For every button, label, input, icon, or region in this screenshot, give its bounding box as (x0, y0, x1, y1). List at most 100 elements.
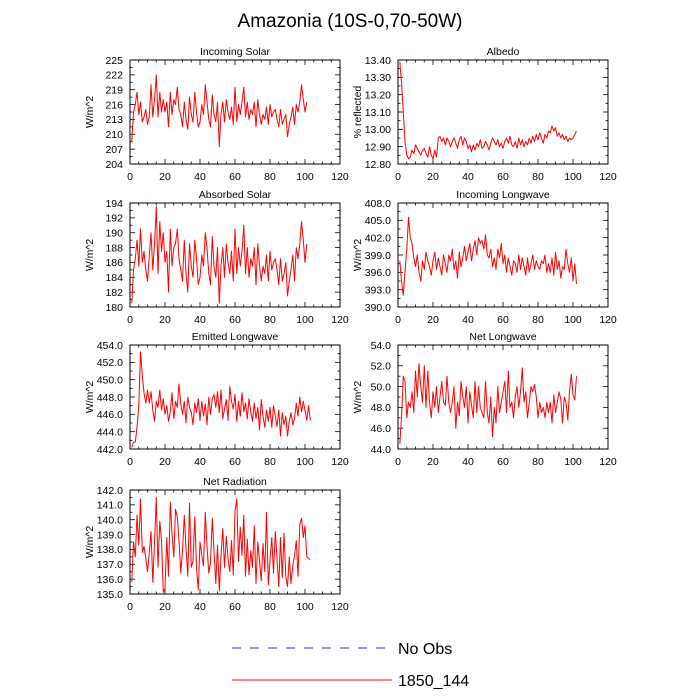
y-tick-label: 402.0 (365, 232, 391, 244)
panel-title-absorbed-solar: Absorbed Solar (199, 189, 272, 201)
y-axis-label-emitted-longwave: W/m^2 (84, 381, 96, 414)
x-tick-label: 120 (599, 171, 617, 183)
series-line-1850-144-emitted-longwave (131, 351, 311, 448)
x-tick-label: 0 (127, 314, 133, 326)
x-tick-label: 0 (395, 171, 401, 183)
x-tick-label: 40 (194, 171, 206, 183)
y-tick-label: 12.90 (365, 141, 391, 153)
y-tick-label: 13.30 (365, 72, 391, 84)
y-tick-label: 450.0 (97, 374, 123, 386)
y-tick-label: 186 (105, 257, 123, 269)
y-tick-label: 141.0 (97, 500, 123, 512)
y-tick-label: 139.0 (97, 529, 123, 541)
y-tick-label: 219 (105, 85, 123, 97)
x-tick-label: 0 (395, 456, 401, 468)
x-tick-label: 20 (427, 314, 439, 326)
y-tick-label: 408.0 (365, 198, 391, 210)
x-tick-label: 20 (159, 314, 171, 326)
y-tick-label: 136.0 (97, 574, 123, 586)
y-tick-label: 213 (105, 114, 123, 126)
plot-frame-incoming-longwave (397, 202, 609, 308)
panel-title-incoming-longwave: Incoming Longwave (456, 189, 550, 201)
y-tick-label: 393.0 (365, 284, 391, 296)
y-tick-label: 44.0 (371, 444, 392, 456)
x-tick-label: 80 (264, 601, 276, 613)
series-line-1850-144-net-radiation (131, 496, 311, 593)
y-tick-label: 225 (105, 55, 123, 67)
y-tick-label: 442.0 (97, 444, 123, 456)
x-tick-label: 0 (127, 456, 133, 468)
x-tick-label: 120 (599, 456, 617, 468)
y-tick-label: 142.0 (97, 485, 123, 497)
y-tick-label: 399.0 (365, 250, 391, 262)
x-tick-label: 80 (532, 171, 544, 183)
x-tick-label: 120 (331, 456, 349, 468)
x-tick-label: 40 (194, 456, 206, 468)
panel-title-incoming-solar: Incoming Solar (200, 46, 271, 58)
y-tick-label: 50.0 (371, 381, 392, 393)
panel-title-net-longwave: Net Longwave (469, 331, 536, 343)
figure-title: Amazonia (10S-0,70-50W) (238, 11, 463, 32)
x-tick-label: 20 (159, 456, 171, 468)
y-tick-label: 13.10 (365, 107, 391, 119)
panel-title-net-radiation: Net Radiation (203, 476, 267, 488)
x-tick-label: 100 (564, 456, 582, 468)
y-axis-label-incoming-solar: W/m^2 (84, 96, 96, 129)
legend-1850-144-label: 1850_144 (398, 673, 469, 690)
y-tick-label: 13.00 (365, 124, 391, 136)
series-line-1850-144-incoming-longwave (399, 216, 577, 296)
y-tick-label: 446.0 (97, 409, 123, 421)
y-tick-label: 182 (105, 287, 123, 299)
panel-absorbed-solar: Absorbed Solar W/m^2 0 20 40 60 80 100 120 180 182… (84, 189, 349, 326)
x-tick-label: 60 (229, 601, 241, 613)
y-tick-label: 13.20 (365, 89, 391, 101)
y-axis-label-absorbed-solar: W/m^2 (84, 239, 96, 272)
x-tick-label: 40 (194, 314, 206, 326)
x-tick-label: 0 (127, 601, 133, 613)
y-axis-label-albedo: % reflected (352, 86, 364, 139)
x-tick-label: 80 (264, 456, 276, 468)
y-tick-label: 13.40 (365, 55, 391, 67)
x-tick-label: 120 (331, 314, 349, 326)
y-tick-label: 444.0 (97, 426, 123, 438)
x-tick-label: 40 (194, 601, 206, 613)
x-tick-label: 40 (462, 456, 474, 468)
y-tick-label: 194 (105, 198, 123, 210)
panel-title-albedo: Albedo (487, 46, 520, 58)
y-tick-label: 184 (105, 272, 123, 284)
x-tick-label: 80 (264, 314, 276, 326)
y-tick-label: 46.0 (371, 423, 392, 435)
y-tick-label: 207 (105, 144, 123, 156)
x-tick-label: 20 (427, 456, 439, 468)
y-tick-label: 52.0 (371, 361, 392, 373)
x-tick-label: 60 (229, 456, 241, 468)
y-tick-label: 48.0 (371, 402, 392, 414)
x-tick-label: 60 (229, 314, 241, 326)
y-tick-label: 138.0 (97, 544, 123, 556)
panel-net-longwave: Net Longwave W/m^2 0 20 40 60 80 100 120 44.0 46.0… (352, 331, 617, 468)
x-tick-label: 20 (427, 171, 439, 183)
y-tick-label: 216 (105, 99, 123, 111)
y-axis-label-net-longwave: W/m^2 (352, 381, 364, 414)
x-tick-label: 20 (159, 171, 171, 183)
series-line-1850-144-incoming-solar (131, 74, 308, 148)
x-tick-label: 60 (497, 456, 509, 468)
y-tick-label: 188 (105, 242, 123, 254)
x-tick-label: 60 (229, 171, 241, 183)
panel-albedo: Albedo % reflected 0 20 40 60 80 100 120 12.80 12.… (352, 46, 617, 183)
plot-frame-absorbed-solar (129, 202, 341, 308)
y-tick-label: 54.0 (371, 340, 392, 352)
y-tick-label: 137.0 (97, 559, 123, 571)
y-axis-label-incoming-longwave: W/m^2 (352, 239, 364, 272)
legend-no-obs-label: No Obs (398, 641, 452, 658)
x-tick-label: 80 (532, 314, 544, 326)
x-tick-label: 120 (599, 314, 617, 326)
y-tick-label: 396.0 (365, 267, 391, 279)
panels-group: Incoming Solar W/m^2 0 20 40 60 80 100 120 204 207… (84, 46, 617, 613)
y-tick-label: 454.0 (97, 340, 123, 352)
y-tick-label: 405.0 (365, 215, 391, 227)
y-tick-label: 204 (105, 159, 123, 171)
y-tick-label: 448.0 (97, 392, 123, 404)
y-axis-label-net-radiation: W/m^2 (84, 526, 96, 559)
